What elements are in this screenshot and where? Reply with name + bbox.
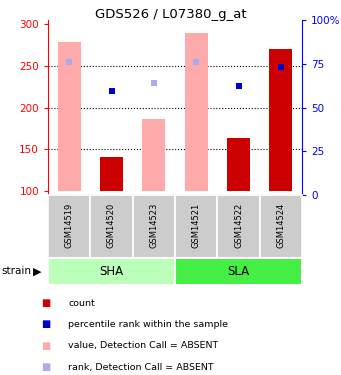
Text: GSM14519: GSM14519 — [65, 202, 74, 248]
Bar — [184, 33, 208, 191]
Bar — [142, 119, 165, 191]
Text: strain: strain — [2, 267, 32, 276]
Bar — [58, 42, 81, 191]
Text: ■: ■ — [41, 298, 50, 308]
Text: ■: ■ — [41, 341, 50, 351]
Text: value, Detection Call = ABSENT: value, Detection Call = ABSENT — [68, 341, 219, 350]
Text: rank, Detection Call = ABSENT: rank, Detection Call = ABSENT — [68, 363, 214, 372]
Text: GSM14520: GSM14520 — [107, 202, 116, 248]
Bar — [175, 258, 302, 285]
Text: count: count — [68, 298, 95, 307]
Text: GSM14524: GSM14524 — [276, 202, 285, 248]
Bar — [260, 195, 302, 258]
Text: ■: ■ — [41, 362, 50, 372]
Bar — [227, 138, 250, 191]
Bar — [175, 195, 217, 258]
Text: SHA: SHA — [100, 265, 123, 278]
Text: ■: ■ — [41, 320, 50, 329]
Text: ▶: ▶ — [33, 267, 42, 276]
Bar — [48, 195, 90, 258]
Text: GDS526 / L07380_g_at: GDS526 / L07380_g_at — [95, 8, 246, 21]
Text: GSM14521: GSM14521 — [192, 202, 201, 248]
Bar — [133, 195, 175, 258]
Bar — [269, 49, 293, 191]
Text: GSM14523: GSM14523 — [149, 202, 158, 248]
Bar — [48, 258, 175, 285]
Text: percentile rank within the sample: percentile rank within the sample — [68, 320, 228, 329]
Text: SLA: SLA — [227, 265, 250, 278]
Bar — [90, 195, 133, 258]
Bar — [100, 157, 123, 191]
Text: GSM14522: GSM14522 — [234, 202, 243, 248]
Bar — [217, 195, 260, 258]
